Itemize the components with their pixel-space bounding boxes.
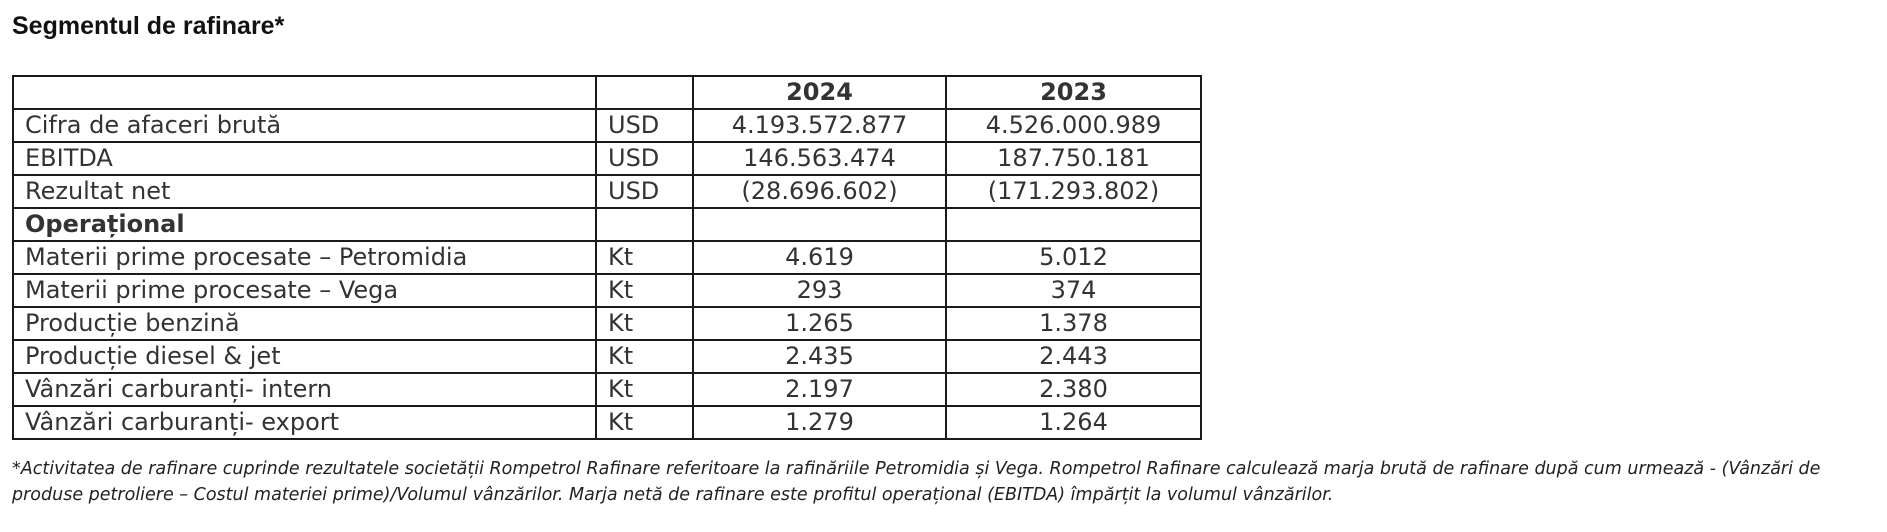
row-unit [595, 207, 694, 242]
table-row: Vânzări carburanți- intern Kt 2.197 2.38… [12, 372, 1202, 407]
row-value-2024: 1.265 [692, 306, 947, 341]
row-unit: Kt [595, 372, 694, 407]
footnote: *Activitatea de rafinare cuprinde rezult… [12, 459, 1821, 505]
table-row: Vânzări carburanți- export Kt 1.279 1.26… [12, 405, 1202, 440]
row-unit: USD [595, 174, 694, 209]
header-cell-label [12, 75, 597, 110]
row-value-2024: 1.279 [692, 405, 947, 440]
table-row: EBITDA USD 146.563.474 187.750.181 [12, 141, 1202, 176]
row-value-2024: 2.435 [692, 339, 947, 374]
row-value-2024 [692, 207, 947, 242]
row-value-2024: 4.619 [692, 240, 947, 275]
row-label: Producție benzină [12, 306, 597, 341]
row-value-2023: 2.443 [945, 339, 1202, 374]
table-row: Materii prime procesate – Petromidia Kt … [12, 240, 1202, 275]
row-value-2023: 1.264 [945, 405, 1202, 440]
row-label: Vânzări carburanți- export [12, 405, 597, 440]
row-unit: Kt [595, 339, 694, 374]
header-cell-unit [595, 75, 694, 110]
row-value-2023: 2.380 [945, 372, 1202, 407]
row-label: Materii prime procesate – Vega [12, 273, 597, 308]
row-value-2023: 5.012 [945, 240, 1202, 275]
row-value-2023: (171.293.802) [945, 174, 1202, 209]
row-value-2023 [945, 207, 1202, 242]
table-row: Producție diesel & jet Kt 2.435 2.443 [12, 339, 1202, 374]
table-row: Cifra de afaceri brută USD 4.193.572.877… [12, 108, 1202, 143]
row-unit: USD [595, 141, 694, 176]
row-label: Producție diesel & jet [12, 339, 597, 374]
section-label: Operațional [12, 207, 597, 242]
row-label: Cifra de afaceri brută [12, 108, 597, 143]
row-label: Rezultat net [12, 174, 597, 209]
row-value-2024: 146.563.474 [692, 141, 947, 176]
page-title: Segmentul de rafinare* [12, 12, 285, 40]
row-value-2024: 293 [692, 273, 947, 308]
row-value-2023: 374 [945, 273, 1202, 308]
table-row: Materii prime procesate – Vega Kt 293 37… [12, 273, 1202, 308]
section-row-operational: Operațional [12, 207, 1202, 242]
row-unit: USD [595, 108, 694, 143]
row-label: EBITDA [12, 141, 597, 176]
refining-segment-table: 2024 2023 Cifra de afaceri brută USD 4.1… [12, 75, 1202, 440]
row-unit: Kt [595, 273, 694, 308]
header-cell-2023: 2023 [945, 75, 1202, 110]
header-cell-2024: 2024 [692, 75, 947, 110]
table-row: Producție benzină Kt 1.265 1.378 [12, 306, 1202, 341]
row-value-2024: (28.696.602) [692, 174, 947, 209]
row-label: Vânzări carburanți- intern [12, 372, 597, 407]
row-unit: Kt [595, 240, 694, 275]
row-label: Materii prime procesate – Petromidia [12, 240, 597, 275]
table-header-row: 2024 2023 [12, 75, 1202, 110]
row-unit: Kt [595, 306, 694, 341]
row-value-2024: 4.193.572.877 [692, 108, 947, 143]
row-value-2023: 187.750.181 [945, 141, 1202, 176]
row-value-2023: 4.526.000.989 [945, 108, 1202, 143]
row-unit: Kt [595, 405, 694, 440]
table-row: Rezultat net USD (28.696.602) (171.293.8… [12, 174, 1202, 209]
row-value-2023: 1.378 [945, 306, 1202, 341]
row-value-2024: 2.197 [692, 372, 947, 407]
